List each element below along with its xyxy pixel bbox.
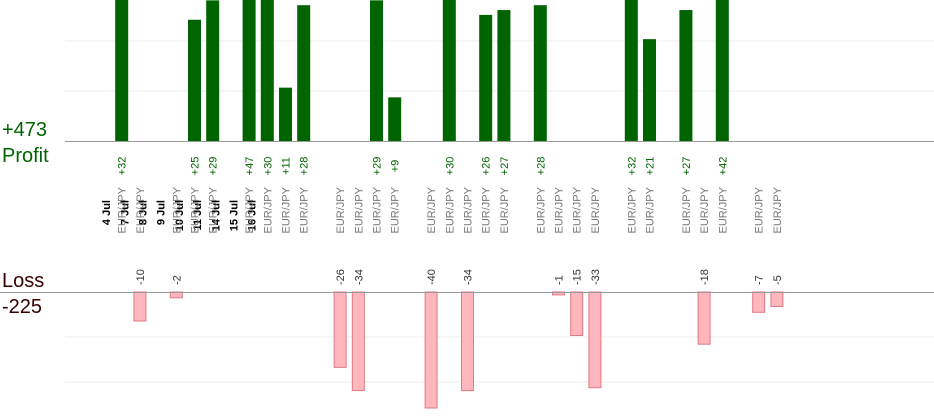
pair-label: EUR/JPY <box>499 186 511 233</box>
date-label: 11 Jul <box>192 200 204 231</box>
loss-value-label: -2 <box>171 275 183 285</box>
pair-label: EUR/JPY <box>390 186 402 233</box>
pair-label: EUR/JPY <box>281 186 293 233</box>
pair-label: EUR/JPY <box>463 186 475 233</box>
date-label: 7 Jul <box>119 200 131 225</box>
pair-label: EUR/JPY <box>772 186 784 233</box>
pair-label: EUR/JPY <box>190 186 202 233</box>
profit-value-label: +26 <box>481 157 493 176</box>
loss-bar <box>752 291 766 313</box>
loss-label: Loss <box>2 270 45 292</box>
loss-value-label: -33 <box>590 269 602 285</box>
pair-label: EUR/JPY <box>208 186 220 233</box>
loss-value-label: -1 <box>554 275 566 285</box>
pair-label: EUR/JPY <box>444 186 456 233</box>
loss-value-label: -5 <box>772 275 784 285</box>
loss-bar <box>461 291 474 392</box>
loss-value-label: -7 <box>754 275 766 285</box>
profit-bar <box>188 19 201 141</box>
profit-bar <box>260 0 274 141</box>
pair-label: EUR/JPY <box>299 186 311 233</box>
profit-value-label: +32 <box>117 157 129 176</box>
loss-value-label: -34 <box>463 269 475 285</box>
pair-label: EUR/JPY <box>626 186 638 233</box>
pair-label: EUR/JPY <box>554 186 566 233</box>
profit-total: +473 <box>2 119 48 141</box>
pair-label: EUR/JPY <box>135 186 147 233</box>
profit-bar <box>442 0 456 141</box>
profit-bar <box>497 10 511 141</box>
pair-label: EUR/JPY <box>645 186 657 233</box>
pair-label: EUR/JPY <box>535 186 547 233</box>
profit-value-label: +28 <box>535 157 547 176</box>
profit-bar <box>533 5 547 142</box>
pair-label: EUR/JPY <box>717 186 729 233</box>
pair-label: EUR/JPY <box>372 186 384 233</box>
loss-value-label: -34 <box>353 269 365 285</box>
pair-label: EUR/JPY <box>262 186 274 233</box>
loss-value-label: -18 <box>699 269 711 285</box>
pair-label: EUR/JPY <box>117 186 129 233</box>
profit-bar <box>388 97 402 141</box>
profit-bar <box>643 39 656 141</box>
profit-value-label: +29 <box>208 157 220 176</box>
date-label: 4 Jul <box>101 200 113 225</box>
loss-bar <box>351 291 365 392</box>
pair-label: EUR/JPY <box>244 186 256 233</box>
profit-bar <box>242 0 256 141</box>
loss-value-label: -26 <box>335 269 347 285</box>
pair-label: EUR/JPY <box>681 186 693 233</box>
profit-bar <box>279 87 292 141</box>
date-label: 16 Jul <box>247 200 259 231</box>
profit-bar <box>206 0 220 141</box>
profit-value-label: +9 <box>390 160 402 173</box>
loss-total: -225 <box>2 296 43 318</box>
profit-value-label: +27 <box>681 157 693 176</box>
pair-label: EUR/JPY <box>171 186 183 233</box>
profit-bar <box>297 5 311 142</box>
profit-value-label: +27 <box>499 157 511 176</box>
loss-bar <box>697 291 711 345</box>
pair-label: EUR/JPY <box>353 186 365 233</box>
loss-value-label: -10 <box>135 269 147 285</box>
profit-bar <box>370 0 383 141</box>
profit-value-label: +32 <box>626 157 638 176</box>
profit-bar <box>479 14 493 141</box>
loss-bar <box>333 291 347 368</box>
profit-value-label: +28 <box>299 157 311 176</box>
profit-bar <box>679 10 693 141</box>
pair-label: EUR/JPY <box>699 186 711 233</box>
pair-label: EUR/JPY <box>590 186 602 233</box>
pair-label: EUR/JPY <box>481 186 493 233</box>
date-label: 10 Jul <box>174 200 186 231</box>
profit-value-label: +30 <box>444 157 456 176</box>
profit-bar <box>115 0 129 141</box>
date-label: 9 Jul <box>156 200 168 225</box>
date-label: 8 Jul <box>138 200 150 225</box>
loss-bar <box>133 291 147 322</box>
loss-bar <box>770 291 784 307</box>
profit-value-label: +25 <box>190 157 202 176</box>
pair-label: EUR/JPY <box>572 186 584 233</box>
date-label: 14 Jul <box>210 200 222 231</box>
loss-bar <box>588 291 602 389</box>
loss-value-label: -40 <box>426 269 438 285</box>
pair-label: EUR/JPY <box>335 186 347 233</box>
profit-value-label: +30 <box>262 157 274 176</box>
profit-value-label: +21 <box>645 157 657 176</box>
loss-value-label: -15 <box>572 269 584 285</box>
profit-value-label: +42 <box>717 157 729 176</box>
profit-value-label: +11 <box>281 157 293 175</box>
profit-label: Profit <box>2 145 49 167</box>
loss-bar <box>570 291 584 336</box>
profit-value-label: +29 <box>372 157 384 176</box>
profit-bar <box>715 0 729 141</box>
date-label: 15 Jul <box>229 200 241 231</box>
pair-label: EUR/JPY <box>426 186 438 233</box>
loss-bar <box>424 291 438 409</box>
pair-label: EUR/JPY <box>754 186 766 233</box>
profit-bar <box>624 0 638 141</box>
profit-value-label: +47 <box>244 157 256 176</box>
